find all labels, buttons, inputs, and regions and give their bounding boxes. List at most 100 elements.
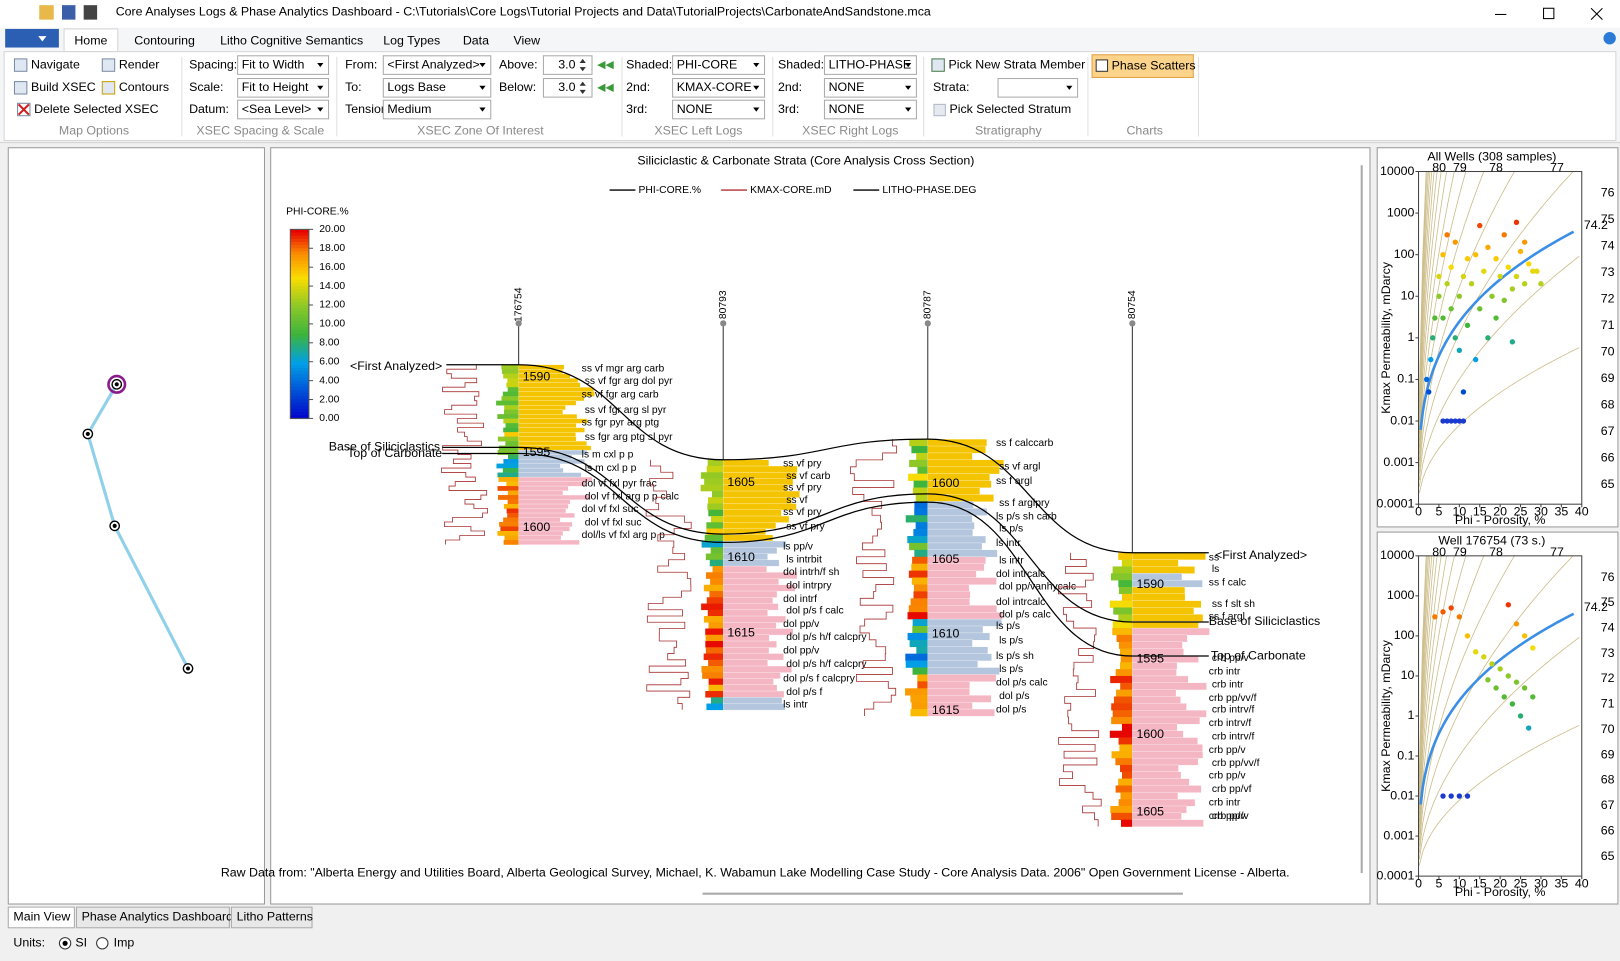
radio-imp[interactable] <box>96 937 109 950</box>
depth-label: 1605 <box>1136 804 1164 818</box>
phi-block <box>708 622 724 629</box>
lithology-label: ss vf fgr arg carb <box>582 389 659 400</box>
point <box>1468 281 1475 287</box>
phi-block <box>506 382 519 388</box>
phi-block <box>709 559 724 567</box>
map-panel[interactable] <box>7 147 266 905</box>
phi-block <box>913 529 928 537</box>
combo-box[interactable] <box>823 55 917 75</box>
selected-well[interactable] <box>107 374 127 394</box>
apply-arrows[interactable] <box>597 83 614 92</box>
spinner[interactable] <box>542 78 593 98</box>
legend-entry: PHI-CORE.% <box>638 185 701 196</box>
button-icon[interactable] <box>101 58 116 72</box>
litho-block <box>927 528 973 537</box>
combo-box[interactable] <box>997 78 1079 98</box>
combo-arrow <box>905 85 912 90</box>
phi-block <box>912 667 928 675</box>
litho-block <box>927 695 992 703</box>
iso-curve <box>1418 555 1448 822</box>
app-menu[interactable] <box>5 28 59 48</box>
combo-arrow <box>753 107 760 112</box>
combo-box[interactable] <box>672 55 766 75</box>
phi-block <box>702 672 724 679</box>
litho-block <box>518 463 561 469</box>
colorbar-step <box>290 415 309 420</box>
group-label: XSEC Left Logs <box>654 123 742 137</box>
phi-block <box>1116 689 1133 697</box>
depth-label: 1610 <box>932 627 960 641</box>
litho-block <box>927 542 983 551</box>
x-axis-label: Phi - Porosity, % <box>1455 885 1546 899</box>
lithology-label: ss f argl <box>1209 612 1245 623</box>
litho-block <box>518 512 575 518</box>
well-name: 80754 <box>1127 290 1138 319</box>
button-icon[interactable] <box>101 81 116 95</box>
combo-box[interactable] <box>382 99 492 120</box>
combo-box[interactable] <box>237 55 330 75</box>
apply-arrows[interactable] <box>597 60 614 70</box>
point <box>1521 281 1528 287</box>
combo-box[interactable] <box>672 99 766 120</box>
button-icon[interactable] <box>13 58 28 72</box>
combo-arrow <box>479 107 486 112</box>
y-tick-label: 10000 <box>1380 548 1415 562</box>
point <box>1526 725 1532 731</box>
export-icon[interactable] <box>83 5 98 20</box>
colorbar-step <box>290 386 309 391</box>
phi-block <box>910 695 928 703</box>
combo-box[interactable] <box>237 78 330 98</box>
litho-block <box>1132 703 1187 711</box>
close[interactable] <box>1590 7 1603 20</box>
point <box>1440 793 1446 799</box>
colorbar-tick-label: 20.00 <box>319 224 345 235</box>
colorbar-step <box>290 270 309 275</box>
combo-box[interactable] <box>382 78 492 98</box>
colorbar-step <box>290 402 309 407</box>
phi-block <box>917 681 928 689</box>
colorbar-step <box>290 282 309 287</box>
phi-block <box>1120 764 1133 773</box>
phi-block <box>500 526 519 532</box>
phi-block <box>704 478 724 486</box>
field-label: 3rd: <box>626 102 647 116</box>
well-name: 80793 <box>718 290 729 319</box>
litho-block <box>723 615 786 623</box>
depth-label: 1600 <box>523 520 551 534</box>
colorbar-step <box>290 264 309 268</box>
active-button[interactable] <box>1091 54 1194 79</box>
point <box>1485 244 1491 251</box>
delete-x <box>17 103 30 116</box>
iso-label: 77 <box>1550 161 1564 175</box>
open-icon[interactable] <box>39 5 54 20</box>
phi-block <box>1110 805 1133 814</box>
point <box>1501 297 1507 303</box>
button-icon[interactable] <box>13 81 28 95</box>
lithology-label: ls p/s <box>999 635 1023 646</box>
combo-box[interactable] <box>672 78 766 98</box>
combo-box[interactable] <box>823 78 917 98</box>
x-tick-label: 40 <box>1575 877 1589 891</box>
phi-block <box>708 509 724 517</box>
phi-block <box>705 641 724 648</box>
litho-block <box>1132 566 1195 574</box>
xsec-line <box>86 383 190 670</box>
view-tab[interactable] <box>7 906 75 929</box>
y-tick-label: 1000 <box>1387 588 1415 602</box>
point <box>1513 273 1520 280</box>
help[interactable] <box>1603 32 1616 45</box>
combo-box[interactable] <box>382 55 492 75</box>
combo-box[interactable] <box>237 99 330 120</box>
litho-block <box>518 494 591 500</box>
x-tick-label: 0 <box>1415 505 1422 519</box>
view-tab[interactable] <box>75 906 230 929</box>
maximize[interactable] <box>1543 7 1555 20</box>
pick-icon[interactable] <box>931 58 945 72</box>
spinner[interactable] <box>542 55 593 75</box>
save-icon[interactable] <box>61 5 76 20</box>
view-tab[interactable] <box>230 906 313 929</box>
field-label: 2nd: <box>626 80 650 94</box>
combo-box[interactable] <box>823 99 917 120</box>
litho-block <box>723 678 774 686</box>
litho-block <box>927 708 995 717</box>
